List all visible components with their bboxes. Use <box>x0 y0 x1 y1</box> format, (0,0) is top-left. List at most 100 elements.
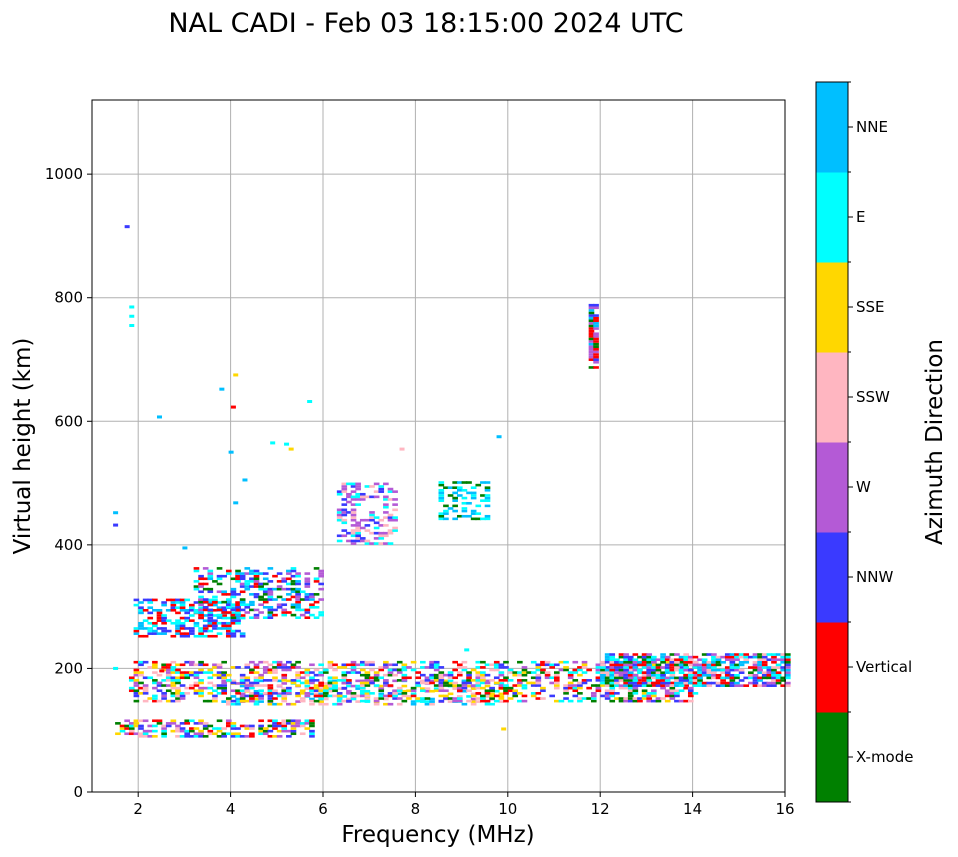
echo-point <box>175 611 181 615</box>
echo-point <box>175 676 181 680</box>
echo-point <box>433 684 440 687</box>
echo-point <box>276 606 283 609</box>
echo-point <box>239 614 246 617</box>
echo-point <box>646 676 653 680</box>
echo-point <box>189 660 195 664</box>
echo-point <box>373 490 380 493</box>
echo-point <box>678 668 685 672</box>
echo-point <box>378 490 385 493</box>
echo-point <box>216 686 223 690</box>
echo-point <box>503 679 509 682</box>
echo-point <box>207 624 214 628</box>
echo-point <box>175 694 181 698</box>
echo-point <box>221 684 227 687</box>
echo-point <box>198 663 204 667</box>
echo-point <box>221 593 227 596</box>
echo-point <box>637 697 643 700</box>
echo-point <box>290 587 297 591</box>
echo-point <box>489 668 495 672</box>
echo-point <box>147 601 154 604</box>
echo-point <box>235 702 241 706</box>
echo-point <box>780 668 786 672</box>
echo-point <box>498 692 505 696</box>
echo-point <box>346 689 352 693</box>
echo-point <box>729 676 736 680</box>
echo-point <box>355 487 361 491</box>
echo-point <box>588 319 595 323</box>
echo-point <box>664 699 671 703</box>
echo-point <box>212 580 218 583</box>
echo-point <box>383 511 389 514</box>
echo-point <box>253 666 260 669</box>
echo-point <box>498 697 505 700</box>
echo-point <box>133 722 140 725</box>
echo-point <box>558 660 565 664</box>
echo-point <box>697 684 703 687</box>
echo-point <box>761 684 768 687</box>
echo-point <box>161 627 167 630</box>
echo-point <box>202 582 209 586</box>
echo-point <box>581 679 588 682</box>
echo-point <box>189 603 195 607</box>
echo-point <box>286 679 292 683</box>
echo-point <box>664 663 671 667</box>
echo-point <box>507 689 514 693</box>
echo-point <box>355 485 361 488</box>
echo-point <box>286 572 292 575</box>
echo-point <box>124 719 130 723</box>
echo-point <box>202 567 209 570</box>
echo-point <box>429 702 435 706</box>
echo-point <box>129 324 135 328</box>
echo-point <box>438 679 445 682</box>
echo-point <box>299 689 306 693</box>
echo-point <box>373 673 380 677</box>
echo-point <box>228 450 234 454</box>
echo-point <box>554 679 560 682</box>
echo-point <box>480 681 486 685</box>
echo-point <box>262 590 269 594</box>
echo-point <box>373 702 380 706</box>
echo-point <box>392 692 398 695</box>
echo-point <box>355 687 361 690</box>
echo-point <box>147 627 154 630</box>
echo-point <box>184 598 191 602</box>
echo-point <box>364 676 371 680</box>
echo-point <box>438 699 445 703</box>
echo-point <box>138 671 144 674</box>
echo-point <box>207 681 214 685</box>
echo-point <box>142 735 149 738</box>
echo-point <box>401 666 408 669</box>
echo-point <box>225 572 232 575</box>
echo-point <box>378 692 385 696</box>
echo-point <box>588 366 595 369</box>
echo-point <box>406 666 412 669</box>
echo-point <box>341 681 348 685</box>
echo-point <box>780 679 786 682</box>
echo-point <box>761 653 768 656</box>
echo-point <box>262 732 269 736</box>
echo-point <box>618 668 625 672</box>
echo-point <box>323 684 329 688</box>
echo-point <box>678 679 685 682</box>
echo-point <box>415 676 422 680</box>
echo-point <box>133 692 140 695</box>
echo-point <box>438 496 445 500</box>
echo-point <box>198 574 204 578</box>
echo-point <box>535 681 542 685</box>
echo-point <box>373 699 380 703</box>
echo-point <box>493 663 500 667</box>
echo-point <box>267 684 274 687</box>
echo-point <box>346 495 352 499</box>
echo-point <box>484 494 491 497</box>
echo-point <box>286 666 292 669</box>
echo-point <box>697 658 703 662</box>
echo-point <box>655 697 662 700</box>
echo-point <box>327 676 334 680</box>
echo-point <box>364 542 371 545</box>
echo-point <box>383 505 389 509</box>
echo-point <box>138 624 144 628</box>
echo-point <box>456 684 463 687</box>
echo-point <box>544 660 551 664</box>
echo-point <box>593 366 599 369</box>
